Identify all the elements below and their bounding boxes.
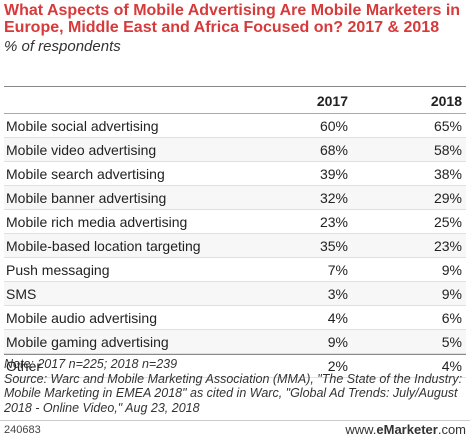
- table-row: Mobile-based location targeting 35% 23%: [4, 233, 466, 258]
- bottom-divider: [4, 354, 466, 355]
- row-label: Mobile rich media advertising: [6, 213, 188, 230]
- cell-value-2017: 68%: [238, 137, 352, 162]
- brand-suffix: .com: [437, 422, 466, 437]
- row-label: Mobile social advertising: [6, 117, 159, 134]
- row-label: Mobile audio advertising: [6, 309, 157, 326]
- cell-value-2018: 38%: [433, 165, 462, 182]
- table-row: Mobile gaming advertising 9% 5%: [4, 329, 466, 354]
- cell-value-2018: 65%: [433, 117, 462, 134]
- table-row: Mobile rich media advertising 23% 25%: [4, 210, 466, 234]
- notes-block: Note: 2017 n=225; 2018 n=239 Source: War…: [4, 357, 466, 415]
- cell-value-2017: 4%: [327, 309, 348, 326]
- table-row: Mobile social advertising 60% 65%: [4, 114, 466, 138]
- column-header-2017: 2017: [238, 89, 352, 114]
- chart-id: 240683: [4, 424, 41, 436]
- column-header-2018: 2018: [352, 89, 466, 114]
- cell-value-2017: 3%: [238, 281, 352, 306]
- cell-value-2017: 9%: [238, 329, 352, 354]
- row-label: SMS: [4, 281, 238, 306]
- table-row: Push messaging 7% 9%: [4, 258, 466, 282]
- cell-value-2017: 23%: [319, 213, 348, 230]
- column-header-label: [4, 89, 238, 114]
- table-row: Mobile search advertising 39% 38%: [4, 162, 466, 186]
- table-row: Mobile video advertising 68% 58%: [4, 137, 466, 162]
- table-row: Mobile audio advertising 4% 6%: [4, 306, 466, 330]
- chart-header: What Aspects of Mobile Advertising Are M…: [4, 2, 466, 55]
- header-row: 2017 2018: [4, 89, 466, 114]
- cell-value-2017: 32%: [238, 185, 352, 210]
- row-label: Other: [6, 357, 42, 374]
- row-label: Mobile-based location targeting: [4, 233, 238, 258]
- cell-value-2017: 39%: [319, 165, 348, 182]
- table-row: Mobile banner advertising 32% 29%: [4, 185, 466, 210]
- brand-prefix: www.: [345, 422, 377, 437]
- top-divider: [4, 86, 466, 87]
- cell-value-2018: 9%: [441, 261, 462, 278]
- table-body: Mobile social advertising 60% 65% Mobile vi…: [4, 114, 466, 378]
- cell-value-2018: 5%: [352, 329, 466, 354]
- table-row: SMS 3% 9%: [4, 281, 466, 306]
- cell-value-2017: 35%: [238, 233, 352, 258]
- row-label: Push messaging: [6, 261, 110, 278]
- cell-value-2017: 2%: [327, 357, 348, 374]
- row-label: Mobile search advertising: [6, 165, 165, 182]
- footer: 240683 www.eMarketer.com: [0, 420, 470, 441]
- cell-value-2017: 60%: [319, 117, 348, 134]
- table-row: Other 2% 4%: [4, 354, 466, 378]
- source-text: Source: Warc and Mobile Marketing Associ…: [4, 371, 463, 415]
- note-text: Note: 2017 n=225; 2018 n=239: [4, 357, 178, 371]
- cell-value-2017: 7%: [327, 261, 348, 278]
- brand-logo[interactable]: www.eMarketer.com: [345, 422, 466, 437]
- cell-value-2018: 9%: [352, 281, 466, 306]
- row-label: Mobile gaming advertising: [4, 329, 238, 354]
- row-label: Mobile banner advertising: [4, 185, 238, 210]
- cell-value-2018: 6%: [441, 309, 462, 326]
- data-table: 2017 2018 Mobile social advertising 60% 65…: [4, 89, 466, 378]
- cell-value-2018: 29%: [352, 185, 466, 210]
- row-label: Mobile video advertising: [4, 137, 238, 162]
- brand-name: eMarketer: [376, 422, 438, 437]
- cell-value-2018: 23%: [352, 233, 466, 258]
- cell-value-2018: 25%: [433, 213, 462, 230]
- chart-title: What Aspects of Mobile Advertising Are M…: [4, 2, 461, 36]
- cell-value-2018: 4%: [441, 357, 462, 374]
- chart-subtitle: % of respondents: [4, 38, 121, 55]
- cell-value-2018: 58%: [352, 137, 466, 162]
